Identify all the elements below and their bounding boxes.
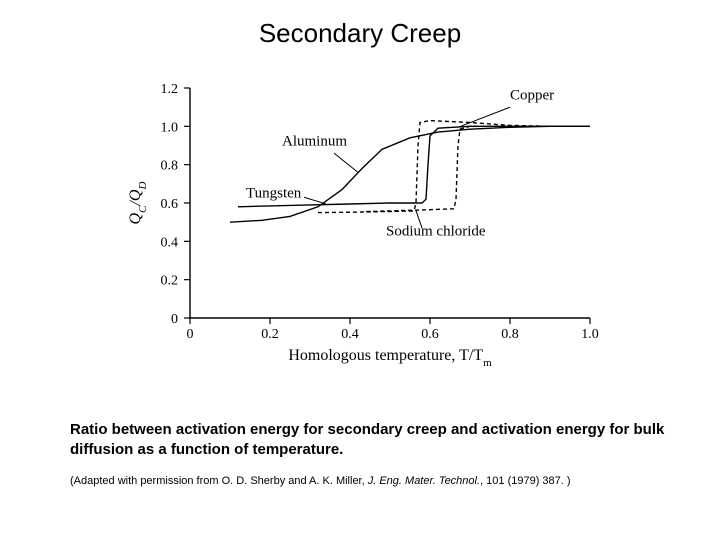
attribution-text: (Adapted with permission from O. D. Sher… [70, 475, 690, 487]
page-root: Secondary Creep 00.20.40.60.81.000.20.40… [0, 0, 720, 540]
svg-text:1.0: 1.0 [161, 120, 179, 135]
svg-text:0.8: 0.8 [161, 159, 179, 174]
svg-text:Tungsten: Tungsten [246, 185, 302, 201]
creep-line-chart: 0 0.2 0.4 0.6 0.8 1.0 0 0.2 0.4 0.6 0.8 1.0 1.2 Homol… [70, 70, 630, 390]
svg-text:1.2: 1.2 [161, 82, 179, 97]
svg-text:1.0: 1.0 [581, 327, 599, 342]
svg-text:0.6: 0.6 [421, 327, 439, 342]
caption-text: Ratio between activation energy for seco… [70, 420, 670, 461]
attribution-journal: J. Eng. Mater. Technol. [368, 475, 480, 487]
svg-text:0.8: 0.8 [501, 327, 519, 342]
attribution-prefix: (Adapted with permission from O. D. Sher… [70, 475, 368, 487]
svg-text:0.4: 0.4 [341, 327, 359, 342]
svg-text:0.2: 0.2 [261, 327, 279, 342]
svg-text:QC/QD: QC/QD [127, 182, 149, 225]
svg-text:0: 0 [171, 312, 178, 327]
svg-text:Homologous temperature, T/Tm: Homologous temperature, T/Tm [288, 347, 492, 369]
chart-container: 0 0.2 0.4 0.6 0.8 1.0 0 0.2 0.4 0.6 0.8 1.0 1.2 Homol… [70, 70, 630, 390]
attribution-suffix: , 101 (1979) 387. ) [480, 475, 571, 487]
svg-text:0.4: 0.4 [161, 235, 179, 250]
svg-text:Aluminum: Aluminum [282, 134, 347, 150]
svg-text:Sodium chloride: Sodium chloride [386, 224, 486, 240]
svg-text:0: 0 [187, 327, 194, 342]
svg-text:0.2: 0.2 [161, 274, 179, 289]
svg-text:0.6: 0.6 [161, 197, 179, 212]
page-title: Secondary Creep [0, 18, 720, 49]
svg-text:Copper: Copper [510, 88, 554, 104]
